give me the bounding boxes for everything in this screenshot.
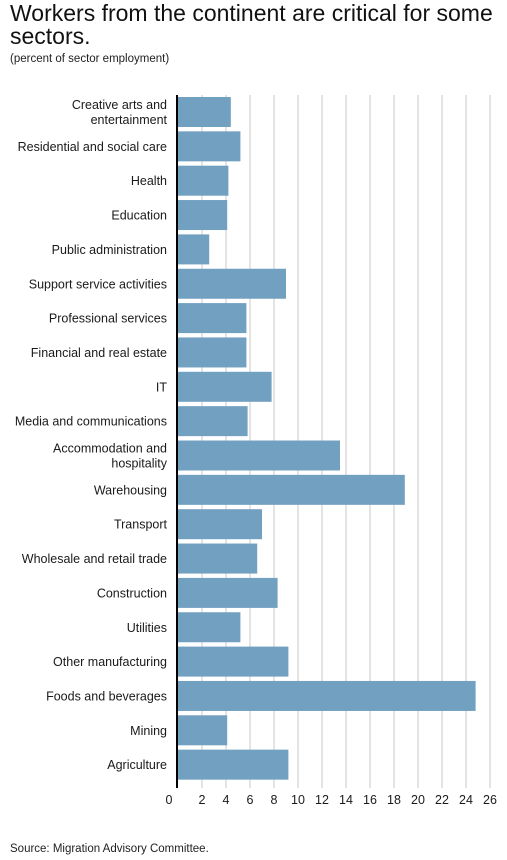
category-label: Agriculture (107, 758, 167, 772)
category-label-line: Other manufacturing (53, 655, 167, 669)
bar (178, 200, 228, 231)
x-tick-label: 8 (271, 793, 278, 807)
chart-subtitle: (percent of sector employment) (10, 53, 170, 65)
x-tick-label: 0 (166, 793, 173, 807)
category-label: Public administration (52, 243, 167, 257)
x-tick-label: 6 (247, 793, 254, 807)
bar (178, 509, 262, 540)
bar (178, 165, 229, 196)
category-label-line: Professional services (49, 312, 167, 326)
bar (178, 749, 289, 780)
bar (178, 131, 241, 162)
bar (178, 406, 248, 437)
chart-title: Workers from the continent are critical … (10, 0, 493, 49)
category-label-line: IT (156, 380, 167, 394)
bar (178, 715, 228, 746)
category-label: Accommodation and hospitality (53, 442, 168, 471)
category-label: Residential and social care (18, 140, 167, 154)
source-note: Source: Migration Advisory Committee. (10, 843, 209, 855)
bar (178, 474, 405, 505)
x-tick-label: 22 (435, 793, 449, 807)
bar (178, 680, 476, 711)
x-tick-label: 24 (459, 793, 473, 807)
bar (178, 268, 286, 299)
category-label: Professional services (49, 312, 167, 326)
x-tick-label: 20 (411, 793, 425, 807)
category-label: Financial and real estate (31, 346, 167, 360)
bar (178, 234, 210, 265)
x-tick-label: 18 (387, 793, 401, 807)
bar (178, 543, 258, 574)
category-label-line: Mining (130, 724, 167, 738)
category-label: Utilities (127, 621, 167, 635)
category-label-line: Financial and real estate (31, 346, 167, 360)
x-tick-label: 26 (483, 793, 497, 807)
category-label: Foods and beverages (46, 689, 167, 703)
bar (178, 303, 247, 334)
x-tick-label: 4 (223, 793, 230, 807)
category-label: Media and communications (15, 415, 167, 429)
category-label-line: Wholesale and retail trade (22, 552, 167, 566)
x-tick-label: 14 (339, 793, 353, 807)
bar (178, 371, 272, 402)
bar (178, 337, 247, 368)
category-label-line: Foods and beverages (46, 689, 167, 703)
category-labels: Creative arts and entertainment Residentia… (15, 98, 168, 772)
category-label-line: Agriculture (107, 758, 167, 772)
category-label-line: Construction (97, 586, 167, 600)
category-label-line: Creative arts and (72, 98, 167, 112)
bar (178, 440, 340, 471)
category-label: Warehousing (94, 483, 167, 497)
category-label-line: Media and communications (15, 415, 167, 429)
category-label-line: Support service activities (29, 277, 167, 291)
category-label-line: Accommodation and (53, 442, 167, 456)
x-tick-label: 12 (315, 793, 329, 807)
category-label: Education (111, 209, 167, 223)
bar (178, 612, 241, 643)
x-tick-label: 16 (363, 793, 377, 807)
bar (178, 577, 278, 608)
category-label: Health (131, 174, 167, 188)
category-label: Other manufacturing (53, 655, 167, 669)
bars (178, 97, 476, 780)
x-tick-label: 2 (199, 793, 206, 807)
category-label-line: hospitality (111, 457, 167, 471)
bar (178, 97, 231, 127)
category-label: IT (156, 380, 167, 394)
category-label-line: Health (131, 174, 167, 188)
category-label: Wholesale and retail trade (22, 552, 167, 566)
category-label: Transport (114, 518, 168, 532)
bar-chart: Creative arts and entertainment Residentia… (15, 95, 497, 807)
category-label-line: Transport (114, 518, 168, 532)
category-label-line: Warehousing (94, 483, 167, 497)
category-label: Creative arts and entertainment (72, 98, 168, 127)
x-tick-label: 10 (291, 793, 305, 807)
category-label-line: entertainment (91, 113, 168, 127)
category-label: Support service activities (29, 277, 167, 291)
category-label-line: Residential and social care (18, 140, 167, 154)
category-label: Construction (97, 586, 167, 600)
x-tick-labels: 0 2 4 6 8 10 12 14 16 18 20 22 24 26 (166, 793, 497, 807)
bar (178, 646, 289, 677)
category-label-line: Education (111, 209, 167, 223)
category-label: Mining (130, 724, 167, 738)
category-label-line: Utilities (127, 621, 167, 635)
category-label-line: Public administration (52, 243, 167, 257)
